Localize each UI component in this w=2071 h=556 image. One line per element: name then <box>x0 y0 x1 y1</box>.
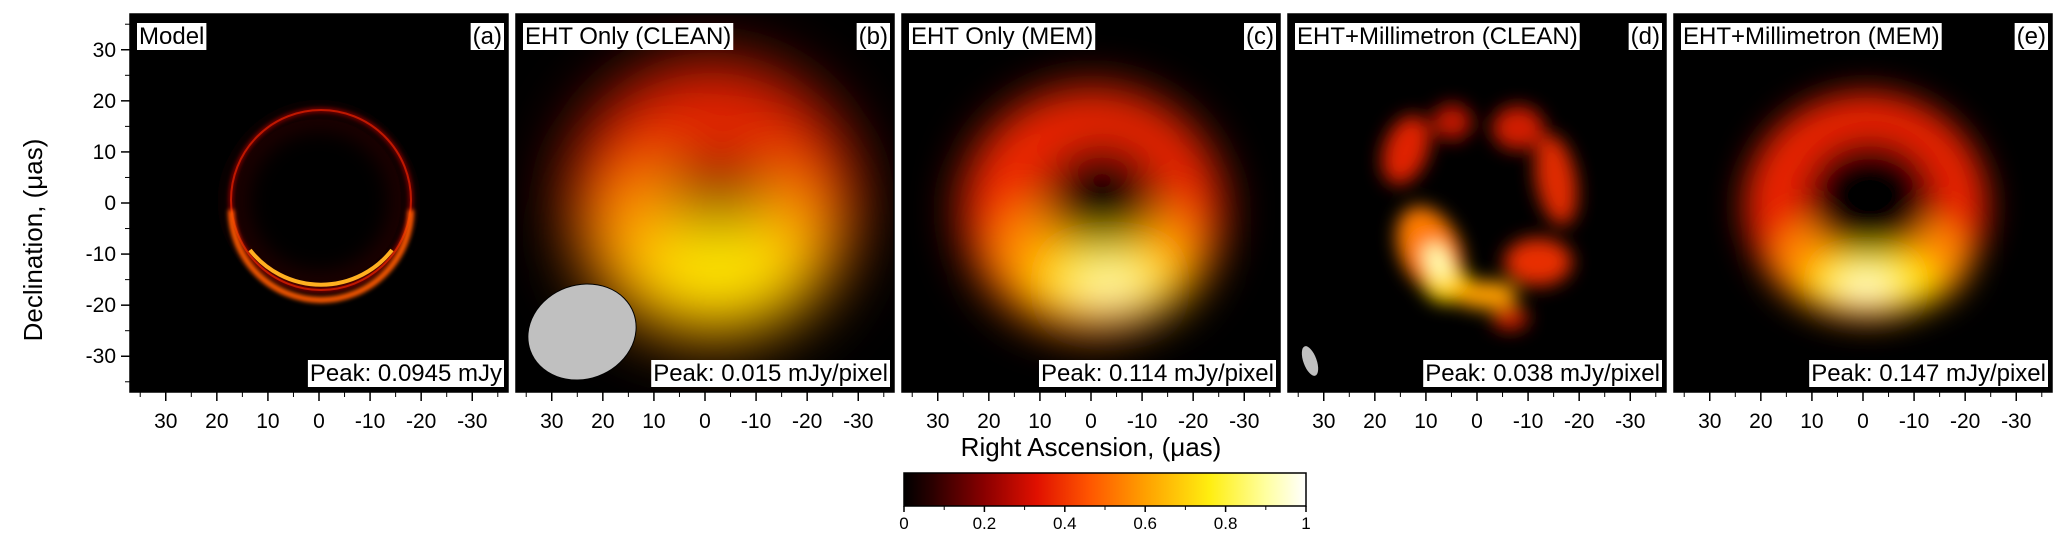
x-tick-label: 10 <box>1800 410 1823 433</box>
panel-d-background <box>1288 14 1666 392</box>
x-tick-label: -10 <box>741 410 771 433</box>
y-tick-label: 20 <box>93 90 116 113</box>
y-tick-label: 10 <box>93 141 116 164</box>
panel-title-background <box>909 23 1096 50</box>
panel-peak-label: Peak: 0.038 mJy/pixel <box>1425 360 1660 387</box>
panel-peak-label: Peak: 0.015 mJy/pixel <box>653 360 888 387</box>
colorbar-gradient <box>903 472 1307 507</box>
x-tick-label: 0 <box>1471 410 1483 433</box>
panel-peak-label-background <box>1038 360 1276 387</box>
panel-title: EHT+Millimetron (MEM) <box>1683 23 1940 50</box>
x-tick-label: -30 <box>2001 410 2031 433</box>
x-tick-label: -10 <box>1127 410 1157 433</box>
x-tick-label: -20 <box>1950 410 1980 433</box>
x-tick-label: 0 <box>699 410 711 433</box>
panel-d <box>1288 14 1666 392</box>
panel-title-background <box>1295 23 1580 50</box>
x-tick-label: -30 <box>1229 410 1259 433</box>
panel-letter-background <box>2014 23 2048 50</box>
x-tick-label: 10 <box>1414 410 1437 433</box>
x-tick-label: -10 <box>355 410 385 433</box>
panel-peak-label-background <box>651 360 890 387</box>
panel-title: EHT Only (MEM) <box>911 23 1093 50</box>
x-tick-label: 10 <box>1028 410 1051 433</box>
x-tick-label: 10 <box>642 410 665 433</box>
panel-a <box>130 14 508 392</box>
panel-d-beam-ellipse <box>1301 345 1319 377</box>
panel-letter: (a) <box>473 23 502 50</box>
x-tick-label: -20 <box>1564 410 1594 433</box>
colorbar-tick-label: 0.6 <box>1133 514 1157 533</box>
panel-letter: (d) <box>1631 23 1660 50</box>
x-tick-label: -20 <box>1178 410 1208 433</box>
y-tick-label: 0 <box>104 192 116 215</box>
colorbar-tick-label: 0.8 <box>1214 514 1238 533</box>
panel-c <box>902 14 1280 392</box>
panel-b-beam-ellipse <box>527 283 637 381</box>
panel-a-photon-ring-core <box>230 109 412 291</box>
panel-title-background <box>523 23 734 50</box>
colorbar-tick-label: 1 <box>1301 514 1310 533</box>
colorbar-tick-label: 0.4 <box>1053 514 1077 533</box>
x-tick-label: 30 <box>154 410 177 433</box>
panel-e <box>1674 14 2052 392</box>
colorbar-ticks: 0 0.2 0.4 0.6 0.8 1 <box>899 506 1311 533</box>
x-tick-label: 20 <box>1363 410 1386 433</box>
panel-a-bright-arc <box>228 209 414 303</box>
panel-letter: (e) <box>2017 23 2046 50</box>
panel-peak-label: Peak: 0.147 mJy/pixel <box>1811 360 2046 387</box>
x-tick-label: 0 <box>1085 410 1097 433</box>
x-tick-label: 20 <box>591 410 614 433</box>
x-tick-label: 30 <box>540 410 563 433</box>
x-tick-label: -30 <box>1615 410 1645 433</box>
y-tick-label: -20 <box>86 294 116 317</box>
x-tick-label: -20 <box>406 410 436 433</box>
y-tick-label: -10 <box>86 243 116 266</box>
colorbar: 0 0.2 0.4 0.6 0.8 1 <box>899 472 1311 533</box>
panel-title: EHT Only (CLEAN) <box>525 23 731 50</box>
x-tick-label: 30 <box>1698 410 1721 433</box>
x-tick-label: 20 <box>205 410 228 433</box>
x-tick-label: 30 <box>1312 410 1335 433</box>
panel-letter-background <box>470 23 504 50</box>
panel-letter-background <box>856 23 890 50</box>
y-tick-label: 30 <box>93 39 116 62</box>
panel-b <box>516 14 894 392</box>
panel-peak-label-background <box>1809 360 2048 387</box>
x-tick-label: 10 <box>256 410 279 433</box>
colorbar-tick-label: 0 <box>899 514 908 533</box>
x-tick-label: -10 <box>1899 410 1929 433</box>
panel-letter-background <box>1628 23 1662 50</box>
panel-separators <box>509 10 1673 396</box>
x-tick-label: 0 <box>1857 410 1869 433</box>
axis-ticks: 30 20 10 0 -10 -20 -30 30 20 10 0 -10 -20 -30 30 20 10 0 -… <box>86 23 2043 433</box>
panel-title-background <box>1681 23 1942 50</box>
x-tick-label: -30 <box>843 410 873 433</box>
panel-labels: Model (a) Peak: 0.0945 mJy EHT Only (CLEAN)… <box>137 23 2048 387</box>
panel-a-brightest-arc <box>248 248 394 287</box>
panel-letter: (b) <box>859 23 888 50</box>
panel-title: EHT+Millimetron (CLEAN) <box>1297 23 1578 50</box>
x-tick-label: 20 <box>977 410 1000 433</box>
panel-peak-label-background <box>1423 360 1662 387</box>
panel-peak-label: Peak: 0.114 mJy/pixel <box>1041 360 1274 387</box>
x-axis-label: Right Ascension, (μas) <box>961 432 1222 462</box>
panel-title-background <box>137 23 207 50</box>
x-tick-label: -20 <box>792 410 822 433</box>
y-tick-label: -30 <box>86 345 116 368</box>
panel-peak-label-background <box>307 360 504 387</box>
x-tick-label: -10 <box>1513 410 1543 433</box>
x-tick-label: 0 <box>313 410 325 433</box>
panel-letter: (c) <box>1246 23 1274 50</box>
x-tick-label: 30 <box>926 410 949 433</box>
panel-peak-label: Peak: 0.0945 mJy <box>310 360 502 387</box>
panel-letter-background <box>1244 23 1276 50</box>
x-tick-label: 20 <box>1749 410 1772 433</box>
panel-a-shadow <box>249 131 389 271</box>
y-axis-label: Declination, (μas) <box>18 139 48 342</box>
colorbar-tick-label: 0.2 <box>973 514 997 533</box>
x-tick-label: -30 <box>457 410 487 433</box>
panel-title: Model <box>139 23 204 50</box>
